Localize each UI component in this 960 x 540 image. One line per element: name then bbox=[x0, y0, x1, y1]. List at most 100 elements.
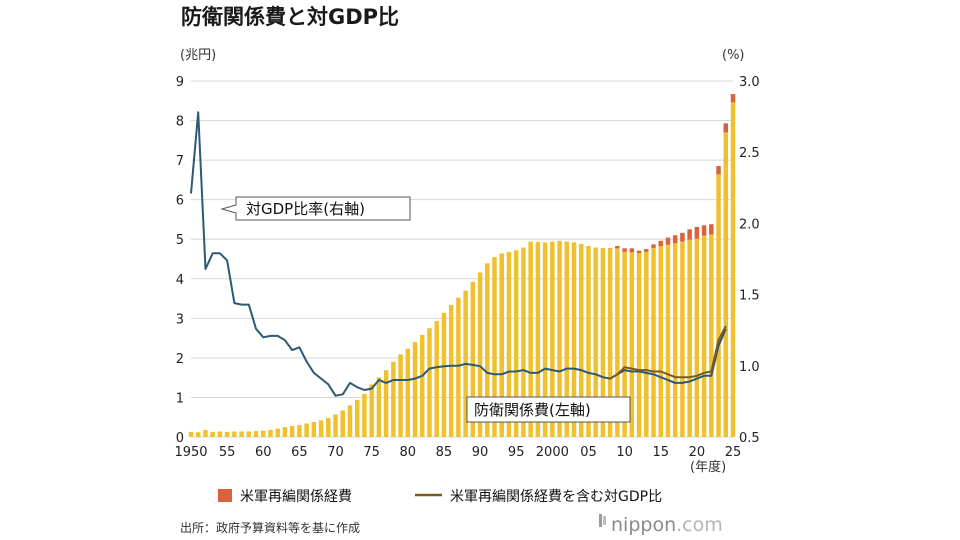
x-tick-label: 80 bbox=[400, 445, 417, 460]
x-tick-label: 90 bbox=[472, 445, 489, 460]
bar-defense bbox=[607, 248, 613, 437]
bar-usfr bbox=[701, 225, 707, 236]
bar-defense bbox=[391, 361, 396, 437]
source-note: 出所：政府予算資料等を基に作成 bbox=[180, 520, 360, 535]
bar-defense bbox=[427, 328, 432, 437]
right-tick-label: 0.5 bbox=[739, 431, 760, 446]
bar-defense bbox=[297, 425, 302, 437]
x-tick-label: 65 bbox=[291, 445, 308, 460]
bar-defense bbox=[658, 246, 663, 437]
bar-defense bbox=[506, 251, 512, 437]
bar-defense bbox=[398, 354, 403, 437]
bar-usfr bbox=[709, 224, 714, 235]
legend: 米軍再編関係経費 米軍再編関係経費を含む対GDP比 bbox=[218, 489, 662, 505]
x-tick-label: 05 bbox=[580, 445, 597, 460]
left-tick-label: 4 bbox=[176, 273, 184, 288]
bar-defense bbox=[578, 243, 584, 437]
bar-usfr bbox=[644, 249, 649, 252]
bar-defense bbox=[600, 247, 606, 437]
x-tick-label: 2000 bbox=[536, 445, 569, 460]
bar-usfr bbox=[651, 244, 656, 248]
bar-defense bbox=[188, 431, 194, 437]
bar-usfr bbox=[716, 166, 721, 175]
bar-defense bbox=[687, 239, 692, 437]
bar-defense bbox=[680, 241, 685, 437]
right-tick-label: 3.0 bbox=[739, 75, 760, 90]
bar-defense bbox=[369, 384, 374, 437]
left-tick-label: 5 bbox=[176, 233, 184, 248]
brand-logo: nippon.com bbox=[599, 514, 723, 536]
bar-defense bbox=[326, 418, 331, 437]
bar-defense bbox=[716, 174, 721, 437]
bar-defense bbox=[665, 244, 671, 437]
bars bbox=[188, 94, 736, 438]
bar-defense bbox=[289, 425, 295, 437]
bar-defense bbox=[383, 370, 389, 437]
x-tick-label: 10 bbox=[616, 445, 633, 460]
bar-defense bbox=[448, 304, 454, 437]
bar-usfr bbox=[622, 248, 627, 252]
right-axis-unit: (%) bbox=[722, 48, 745, 63]
bar-defense bbox=[268, 429, 273, 437]
legend-label-usfr: 米軍再編関係経費 bbox=[240, 489, 352, 505]
bar-defense bbox=[557, 240, 562, 437]
bar-defense bbox=[521, 247, 526, 437]
bar-usfr bbox=[723, 123, 729, 133]
callout-ratio-text: 対GDP比率(右軸) bbox=[246, 200, 365, 218]
bar-defense bbox=[456, 297, 461, 437]
legend-label-line: 米軍再編関係経費を含む対GDP比 bbox=[450, 489, 662, 505]
callout-bars-text: 防衛関係費(左軸) bbox=[474, 401, 591, 419]
bar-defense bbox=[261, 430, 266, 437]
left-axis-ticks: 0 1 2 3 4 5 6 7 8 9 bbox=[176, 75, 184, 446]
bar-defense bbox=[723, 132, 729, 437]
bar-defense bbox=[550, 241, 555, 437]
bar-defense bbox=[318, 420, 324, 437]
x-tick-label: 1950 bbox=[174, 445, 207, 460]
bar-usfr bbox=[665, 237, 671, 245]
bar-defense bbox=[275, 428, 280, 437]
bar-defense bbox=[470, 281, 476, 437]
bar-defense bbox=[405, 348, 411, 437]
x-tick-label: 55 bbox=[219, 445, 236, 460]
bar-defense bbox=[304, 423, 309, 437]
bar-usfr bbox=[672, 235, 678, 244]
bar-defense bbox=[542, 242, 548, 437]
bar-defense bbox=[239, 431, 244, 437]
bar-defense bbox=[492, 257, 497, 437]
bar-defense bbox=[622, 251, 627, 437]
left-tick-label: 0 bbox=[176, 431, 184, 446]
bar-defense bbox=[528, 241, 533, 437]
left-tick-label: 3 bbox=[176, 312, 184, 327]
bar-usfr bbox=[687, 229, 692, 240]
left-tick-label: 1 bbox=[176, 391, 184, 406]
bar-defense bbox=[513, 250, 519, 437]
chart-title: 防衛関係費と対GDP比 bbox=[181, 5, 399, 29]
bar-defense bbox=[195, 432, 201, 437]
bar-defense bbox=[354, 399, 360, 437]
bar-defense bbox=[232, 431, 237, 437]
bar-usfr bbox=[658, 240, 663, 247]
bar-defense bbox=[701, 235, 707, 437]
brand-mark-icon bbox=[599, 514, 606, 527]
bar-defense bbox=[477, 272, 483, 437]
bar-usfr bbox=[629, 248, 635, 253]
bar-defense bbox=[376, 377, 382, 437]
x-axis-unit: (年度) bbox=[690, 459, 726, 475]
lines bbox=[190, 111, 727, 397]
x-tick-label: 95 bbox=[508, 445, 525, 460]
bar-defense bbox=[571, 242, 577, 437]
bar-usfr bbox=[636, 250, 642, 254]
bar-defense bbox=[485, 263, 490, 437]
x-tick-label: 75 bbox=[363, 445, 380, 460]
bar-usfr bbox=[680, 232, 685, 242]
line-ratio bbox=[190, 111, 727, 397]
bar-usfr bbox=[694, 226, 700, 239]
left-tick-label: 9 bbox=[176, 75, 184, 90]
bar-defense bbox=[499, 253, 504, 437]
x-tick-label: 20 bbox=[689, 445, 706, 460]
bar-defense bbox=[586, 245, 591, 437]
right-axis-ticks: 0.5 1.0 1.5 2.0 2.5 3.0 bbox=[739, 75, 760, 446]
bar-defense bbox=[564, 241, 570, 437]
right-tick-label: 2.0 bbox=[739, 217, 760, 232]
left-tick-label: 8 bbox=[176, 115, 184, 130]
